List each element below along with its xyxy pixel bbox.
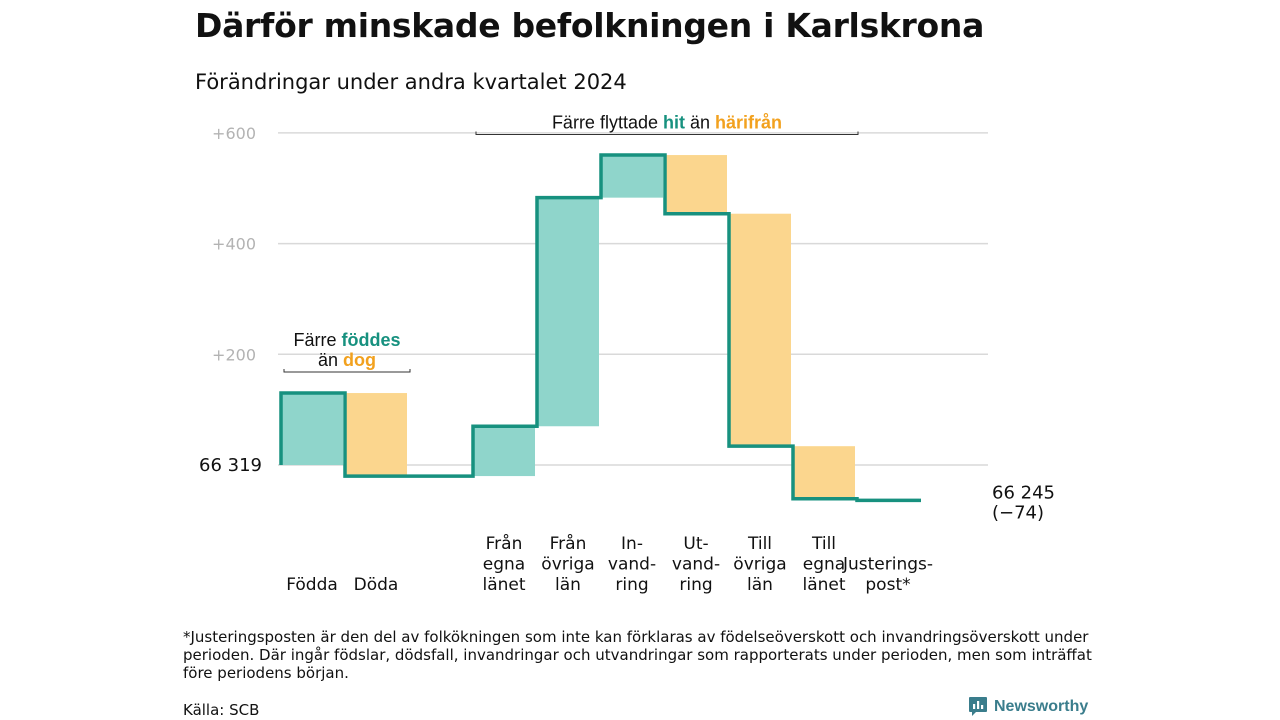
category-label: Födda <box>286 575 338 595</box>
category-label: länet <box>482 575 525 595</box>
bar-doda <box>345 393 407 477</box>
category-labels: Födda DödaFrånegnalänetFrånövrigalänIn-va… <box>286 533 933 595</box>
bracket-text: Färre flyttade hit än härifrån <box>552 113 782 133</box>
bracket-text-segment: härifrån <box>715 113 782 133</box>
source-note: Källa: SCB <box>183 701 260 719</box>
bracket-line <box>283 369 411 373</box>
brand-name: Newsworthy <box>994 698 1089 715</box>
step-line-group <box>279 153 921 503</box>
category-label: Från <box>550 533 587 554</box>
category-label: vand- <box>608 555 656 575</box>
bracket-text-segment: föddes <box>342 330 401 350</box>
bar-till_egna_lanet <box>793 446 855 499</box>
chart-subtitle: Förändringar under andra kvartalet 2024 <box>195 70 627 94</box>
footnote: *Justeringsposten är den del av folkökni… <box>183 628 1092 682</box>
y-tick-label: +400 <box>212 235 256 254</box>
category-label: länet <box>802 575 845 595</box>
bracket-text: än dog <box>318 350 376 370</box>
bracket-text-segment: än <box>318 350 343 370</box>
bracket-text-segment: hit <box>663 113 685 133</box>
bracket-annotation: Färre flyttade hit än härifrån <box>475 113 859 136</box>
end-value-label: 66 245 <box>992 482 1055 503</box>
bar-fran_ovriga_lan <box>537 197 599 427</box>
chart-bars <box>281 155 919 501</box>
chart-title: Därför minskade befolkningen i Karlskron… <box>195 6 985 45</box>
bracket-text-segment: Färre flyttade <box>552 113 663 133</box>
category-label: post* <box>865 575 910 595</box>
bracket-text-segment: dog <box>343 350 376 370</box>
bar-fran_egna_lanet <box>473 426 535 477</box>
category-label: övriga <box>733 555 786 575</box>
category-label: Från <box>486 533 523 554</box>
category-label: ring <box>615 575 648 595</box>
start-value-label: 66 319 <box>199 455 262 476</box>
category-label: In- <box>621 534 643 554</box>
waterfall-chart: +200+400+600 Födda DödaFrånegnalänetFrånö… <box>199 113 1055 595</box>
category-label: vand- <box>672 555 720 575</box>
category-label: län <box>555 575 581 595</box>
category-label: egna <box>803 555 845 575</box>
bar-chart-logo-icon <box>969 697 987 716</box>
brand-logo[interactable]: Newsworthy <box>968 696 1088 718</box>
category-label: övriga <box>541 555 594 575</box>
category-label: Justerings- <box>842 555 933 575</box>
category-label: Till <box>811 534 836 554</box>
bar-till_ovriga_lan <box>729 213 791 447</box>
category-label: län <box>747 575 773 595</box>
bracket-text: Färre föddes <box>293 330 400 350</box>
category-label: ring <box>679 575 712 595</box>
bar-fodda <box>281 393 343 465</box>
bracket-text-segment: Färre <box>293 330 341 350</box>
end-change-label: (−74) <box>992 502 1044 523</box>
category-label: Ut- <box>683 534 708 554</box>
bar-utvandring <box>665 155 727 214</box>
y-tick-label: +200 <box>212 345 256 364</box>
category-label: Till <box>747 534 772 554</box>
category-label: egna <box>483 555 525 575</box>
category-label: Döda <box>354 575 399 595</box>
bar-invandring <box>601 155 663 198</box>
step-line <box>279 153 921 503</box>
y-tick-label: +600 <box>212 124 256 143</box>
bracket-line <box>475 131 859 136</box>
bracket-text-segment: än <box>685 113 715 133</box>
